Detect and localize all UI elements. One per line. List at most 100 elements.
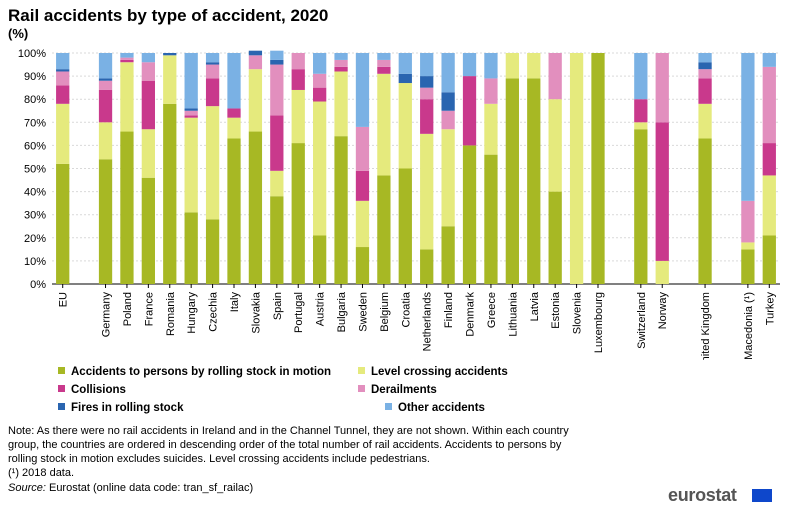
source-text: Eurostat (online data code: tran_sf_rail… bbox=[45, 482, 254, 494]
bar-segment bbox=[698, 53, 712, 63]
legend-swatch bbox=[58, 403, 65, 410]
bar-segment bbox=[56, 85, 70, 104]
bar-segment bbox=[313, 53, 327, 74]
bar-segment bbox=[698, 69, 712, 79]
category-label: Switzerland bbox=[636, 292, 648, 349]
category-label: Germany bbox=[101, 292, 113, 338]
bar-segment bbox=[377, 66, 391, 74]
category-label: Finland bbox=[443, 292, 455, 328]
legend-label: Derailments bbox=[371, 384, 437, 396]
bar-segment bbox=[377, 53, 391, 60]
category-label: Spain bbox=[272, 292, 284, 320]
category-label: EU bbox=[58, 292, 70, 307]
stacked-bar-chart: 0% 10% 20% 30% 40% 50% 60% 70% 80% 90% 100% EU Germa… bbox=[18, 48, 780, 360]
note-line-2: group, the countries are ordered in desc… bbox=[8, 439, 562, 451]
category-label: Slovenia bbox=[572, 291, 584, 334]
category-label: Czechia bbox=[208, 291, 220, 332]
category-label: Austria bbox=[315, 291, 327, 326]
bar-segment bbox=[462, 145, 477, 284]
bar-segment bbox=[248, 50, 263, 56]
bar-segment bbox=[377, 175, 391, 284]
bar-segment bbox=[548, 53, 562, 100]
legend-label: Accidents to persons by rolling stock in… bbox=[71, 366, 332, 378]
bar-segment bbox=[313, 101, 327, 236]
bar-segment bbox=[462, 53, 477, 77]
category-label: Norway bbox=[657, 292, 669, 330]
bar-segment bbox=[420, 76, 434, 88]
bar-segment bbox=[377, 73, 391, 176]
bar-segment bbox=[762, 235, 776, 284]
bar-segment bbox=[163, 55, 177, 104]
bar-segment bbox=[420, 133, 434, 250]
bar-segment bbox=[441, 129, 455, 227]
chart-notes: Note: As there were no rail accidents in… bbox=[8, 424, 648, 480]
bar-segment bbox=[163, 53, 177, 56]
bar-segment bbox=[98, 80, 113, 90]
legend-item: Collisions bbox=[58, 384, 126, 396]
bar-segment bbox=[505, 53, 519, 79]
legend-swatch bbox=[358, 385, 365, 392]
bar-segment bbox=[377, 59, 391, 67]
y-tick-label: 50% bbox=[24, 164, 46, 176]
bar-segment bbox=[484, 53, 498, 79]
category-label: Slovakia bbox=[250, 291, 262, 333]
legend-item: Derailments bbox=[358, 384, 437, 396]
category-label: Romania bbox=[165, 291, 177, 336]
bar-segment bbox=[98, 159, 113, 284]
bar-segment bbox=[569, 53, 584, 284]
bar-segment bbox=[548, 99, 562, 192]
category-label: Italy bbox=[229, 292, 241, 313]
category-label: Turkey bbox=[764, 292, 776, 326]
bar-segment bbox=[98, 78, 113, 81]
y-tick-label: 100% bbox=[18, 48, 46, 60]
bar-segment bbox=[141, 177, 155, 284]
y-tick-label: 90% bbox=[24, 71, 46, 83]
y-tick-label: 30% bbox=[24, 210, 46, 222]
category-label: North Macedonia (¹) bbox=[743, 292, 755, 360]
bar-segment bbox=[184, 53, 198, 109]
category-label: France bbox=[143, 292, 155, 326]
bar-segment bbox=[441, 53, 455, 93]
bar-segment bbox=[355, 247, 370, 284]
legend-swatch bbox=[385, 403, 392, 410]
bar-segment bbox=[98, 53, 113, 79]
bar-segment bbox=[741, 200, 755, 243]
bar-segment bbox=[420, 87, 434, 100]
bar-segment bbox=[98, 122, 113, 160]
bar-segment bbox=[420, 53, 434, 77]
bar-segment bbox=[505, 78, 519, 284]
bar-segment bbox=[462, 76, 477, 146]
bar-segment bbox=[205, 106, 220, 220]
bar-segment bbox=[334, 53, 348, 60]
bar-segment bbox=[634, 53, 648, 100]
bar-segment bbox=[184, 108, 198, 111]
bar-segment bbox=[398, 53, 412, 74]
bar-segment bbox=[762, 66, 776, 144]
category-label: Denmark bbox=[465, 292, 477, 337]
bar-segment bbox=[184, 212, 198, 284]
category-label: United Kingdom bbox=[700, 292, 712, 360]
bar-segment bbox=[141, 129, 155, 178]
category-label: Luxembourg bbox=[593, 292, 605, 353]
bar-segment bbox=[270, 170, 284, 197]
note-line-1: Note: As there were no rail accidents in… bbox=[8, 425, 569, 437]
bar-segment bbox=[355, 126, 370, 171]
bar-segment bbox=[248, 69, 263, 132]
note-line-4: (¹) 2018 data. bbox=[8, 467, 75, 479]
bar-segment bbox=[98, 89, 113, 123]
legend-item: Fires in rolling stock bbox=[58, 402, 183, 414]
bar-segment bbox=[205, 53, 220, 63]
bar-segment bbox=[634, 122, 648, 130]
bar-segment bbox=[56, 103, 70, 164]
bar-segment bbox=[762, 143, 776, 176]
legend-label: Collisions bbox=[71, 384, 126, 396]
bar-segment bbox=[484, 154, 498, 284]
category-label: Netherlands bbox=[422, 292, 434, 352]
bar-segment bbox=[762, 53, 776, 67]
y-tick-label: 10% bbox=[24, 256, 46, 268]
bar-segment bbox=[291, 53, 305, 70]
bar-segment bbox=[741, 53, 755, 201]
bar-segment bbox=[355, 200, 370, 248]
bar-segment bbox=[56, 53, 70, 70]
y-tick-label: 70% bbox=[24, 117, 46, 129]
